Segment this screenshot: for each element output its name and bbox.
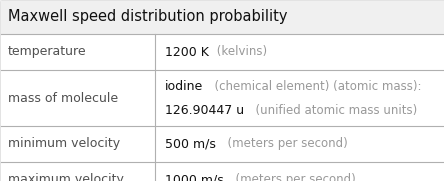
Text: 1000 m/s: 1000 m/s	[165, 174, 224, 181]
Bar	[0, 34, 444, 70]
Text: (meters per second): (meters per second)	[220, 138, 348, 150]
Text: (unified atomic mass units): (unified atomic mass units)	[248, 104, 417, 117]
Text: Maxwell speed distribution probability: Maxwell speed distribution probability	[8, 9, 288, 24]
Bar	[0, 126, 444, 162]
Text: 1200 K: 1200 K	[165, 45, 209, 58]
Text: 500 m/s: 500 m/s	[165, 138, 216, 150]
Bar	[0, 70, 444, 126]
Text: temperature: temperature	[8, 45, 87, 58]
Text: minimum velocity: minimum velocity	[8, 138, 120, 150]
Text: iodine: iodine	[165, 80, 203, 93]
Bar	[0, 1, 444, 34]
Text: maximum velocity: maximum velocity	[8, 174, 124, 181]
Text: (chemical element) (atomic mass):: (chemical element) (atomic mass):	[207, 80, 422, 93]
Bar	[0, 162, 444, 181]
Text: mass of molecule: mass of molecule	[8, 92, 118, 104]
Text: (meters per second): (meters per second)	[228, 174, 356, 181]
Text: 126.90447 u: 126.90447 u	[165, 104, 244, 117]
Text: (kelvins): (kelvins)	[213, 45, 267, 58]
